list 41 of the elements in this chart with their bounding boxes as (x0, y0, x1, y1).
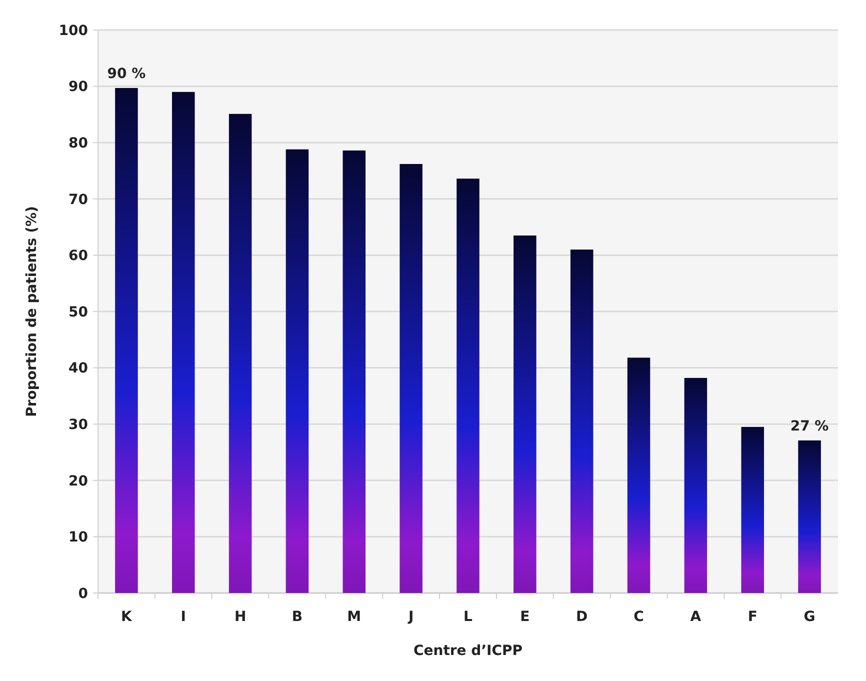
y-tick-label: 50 (68, 304, 88, 320)
x-tick-label: E (520, 609, 530, 625)
x-tick-label: H (234, 609, 246, 625)
bar (627, 358, 650, 593)
y-tick-label: 20 (68, 473, 88, 490)
y-tick-label: 10 (68, 530, 88, 546)
y-tick-label: 80 (68, 136, 88, 152)
x-axis-title: Centre d’ICPP (413, 643, 523, 659)
annotation: 27 % (790, 418, 829, 434)
bar (228, 114, 252, 593)
bar (798, 440, 821, 593)
bar (115, 88, 138, 593)
bar (741, 426, 764, 593)
y-tick-label: 60 (68, 248, 88, 264)
x-tick-label: L (464, 609, 473, 625)
annotation: 90 % (107, 66, 146, 82)
x-tick-label: B (292, 609, 303, 625)
bar (172, 92, 195, 593)
y-tick-label: 100 (58, 22, 88, 39)
y-tick-label: 0 (78, 586, 88, 602)
y-tick-label: 90 (68, 79, 88, 96)
x-tick-label: F (748, 609, 758, 625)
x-tick-label: C (634, 609, 644, 625)
bar (400, 164, 422, 593)
x-tick-label: M (347, 609, 362, 625)
bar (684, 378, 708, 593)
x-tick-label: J (407, 609, 414, 625)
bar (456, 178, 480, 593)
x-tick-label: D (576, 609, 588, 625)
y-tick-label: 40 (68, 360, 88, 377)
x-tick-label: K (121, 609, 134, 625)
x-tick-label: G (804, 609, 816, 625)
bar (514, 235, 536, 593)
bar (342, 150, 366, 593)
y-axis-title: Proportion de patients (%) (24, 206, 40, 417)
y-tick-label: 70 (68, 192, 88, 208)
x-tick-label: I (180, 609, 186, 625)
x-tick-label: A (690, 609, 702, 625)
bar (286, 149, 309, 593)
y-tick-label: 30 (68, 417, 88, 433)
bar (570, 250, 594, 593)
